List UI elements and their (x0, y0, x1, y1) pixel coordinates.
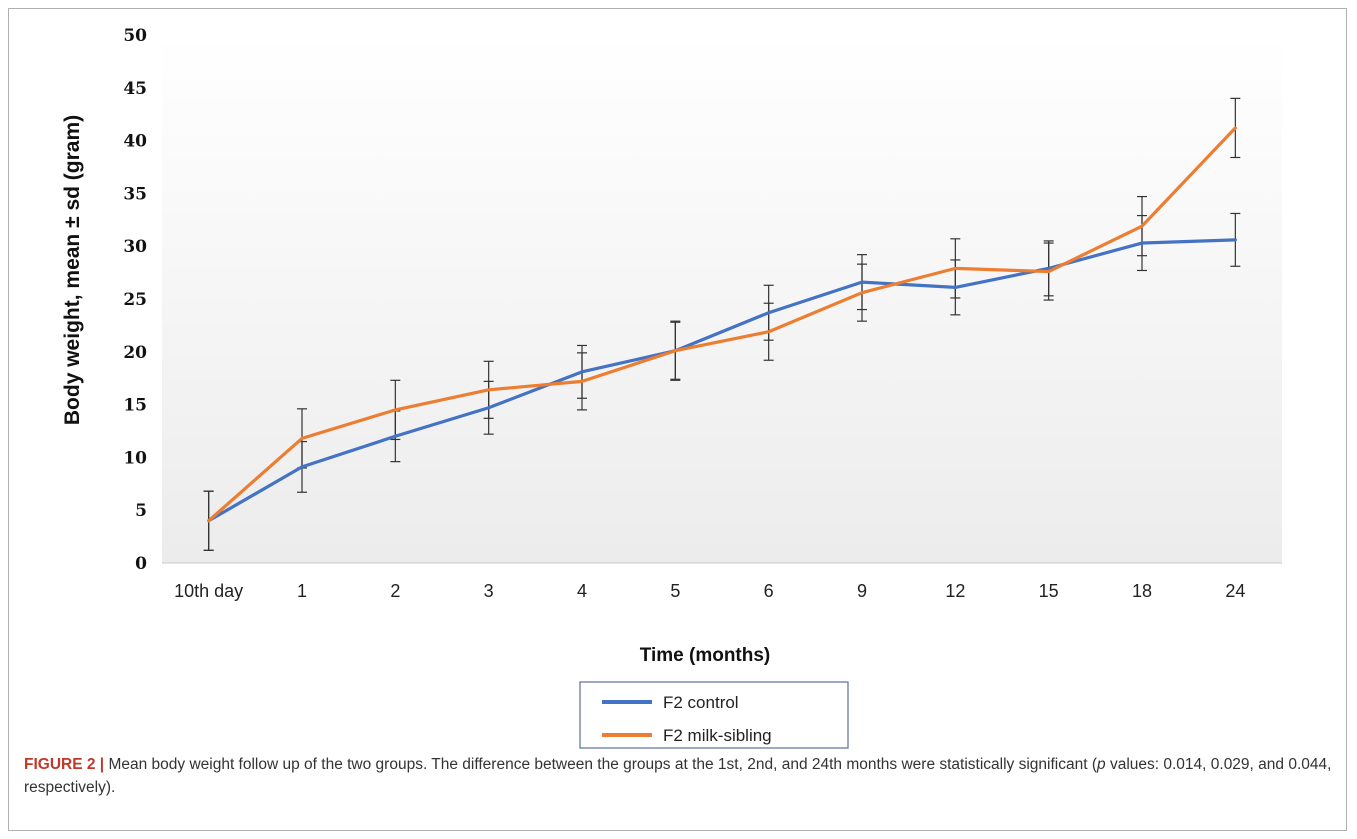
x-axis-title: Time (months) (640, 645, 771, 666)
y-tick-label: 5 (135, 501, 147, 521)
x-tick-label: 10th day (174, 581, 243, 601)
x-tick-label: 3 (484, 581, 494, 601)
x-tick-label: 5 (670, 581, 680, 601)
legend-label-f2-milk-sibling: F2 milk-sibling (663, 726, 772, 745)
y-tick-label: 45 (123, 79, 147, 99)
y-tick-label: 35 (123, 184, 147, 204)
y-tick-label: 40 (123, 132, 147, 152)
plot-area (162, 35, 1282, 563)
y-tick-label: 20 (123, 343, 147, 363)
legend-label-f2-control: F2 control (663, 693, 739, 712)
y-axis: 0 5 10 15 20 25 30 35 40 45 50 (123, 26, 147, 574)
series-lines (207, 126, 1237, 523)
legend-box (579, 681, 849, 749)
x-tick-label: 6 (764, 581, 774, 601)
y-tick-label: 50 (123, 26, 147, 46)
x-tick-label: 24 (1225, 581, 1245, 601)
legend: F2 control F2 milk-sibling (579, 681, 849, 749)
x-tick-label: 1 (297, 581, 307, 601)
x-tick-label: 15 (1039, 581, 1059, 601)
x-tick-label: 9 (857, 581, 867, 601)
y-tick-label: 30 (123, 237, 147, 257)
figure-label: FIGURE 2 | (24, 756, 105, 773)
caption-text-2: values: 0.014, 0.029, and 0.044, respect… (24, 756, 1332, 796)
x-tick-label: 2 (390, 581, 400, 601)
figure-caption: FIGURE 2 | Mean body weight follow up of… (24, 753, 1344, 799)
series-line-f2-milk-sibling (207, 126, 1237, 523)
caption-text-1: Mean body weight follow up of the two gr… (104, 756, 1098, 773)
y-axis-title: Body weight, mean ± sd (gram) (61, 115, 84, 425)
y-tick-label: 25 (123, 290, 147, 310)
y-tick-label: 15 (123, 396, 147, 416)
x-tick-label: 4 (577, 581, 587, 601)
y-tick-label: 10 (123, 448, 147, 468)
x-axis: 10th day 1 2 3 4 5 6 9 12 15 18 24 (162, 562, 1282, 601)
y-tick-label: 0 (135, 554, 147, 574)
x-tick-label: 12 (945, 581, 965, 601)
x-tick-label: 18 (1132, 581, 1152, 601)
caption-p-symbol: p (1097, 756, 1106, 773)
